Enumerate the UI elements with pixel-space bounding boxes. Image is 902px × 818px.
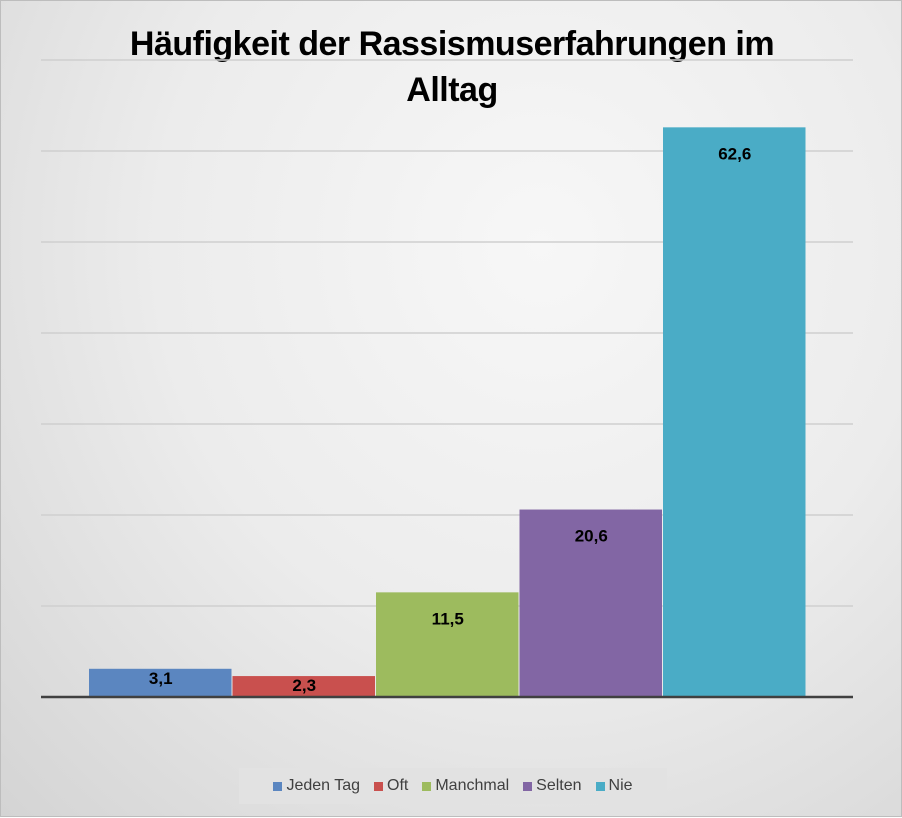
legend-label: Jeden Tag: [286, 777, 360, 794]
legend-item: Nie: [595, 777, 633, 795]
data-label: 62,6: [718, 144, 751, 163]
legend-label: Selten: [536, 777, 582, 794]
chart-title-line-1: Häufigkeit der Rassismuserfahrungen im: [129, 25, 775, 63]
legend-swatch: [422, 781, 432, 791]
legend-item: Manchmal: [422, 777, 509, 795]
legend-label: Oft: [387, 777, 409, 794]
bar-jeden-tag: [89, 668, 232, 697]
legend-label: Nie: [608, 777, 633, 794]
legend-item: Jeden Tag: [273, 777, 360, 795]
legend: Jeden Tag Oft Manchmal Selten Nie: [239, 768, 667, 804]
data-label: 2,3: [292, 676, 316, 695]
chart-title: Häufigkeit der Rassismuserfahrungen im A…: [1, 21, 902, 113]
data-label: 11,5: [432, 609, 464, 628]
legend-swatch: [374, 781, 383, 791]
chart-title-line-2: Alltag: [406, 71, 498, 109]
data-label: 20,6: [575, 527, 608, 546]
legend-swatch: [273, 781, 283, 791]
legend-item: Oft: [374, 777, 408, 795]
bar-oft: [232, 676, 375, 697]
legend-item: Selten: [523, 777, 582, 795]
bar-selten: [519, 509, 662, 697]
legend-swatch: [523, 781, 533, 791]
legend-swatch: [595, 781, 605, 791]
legend-label: Manchmal: [435, 777, 510, 794]
bar-manchmal: [376, 592, 519, 697]
data-label: 3,1: [149, 669, 173, 688]
bar-nie: [663, 127, 806, 698]
